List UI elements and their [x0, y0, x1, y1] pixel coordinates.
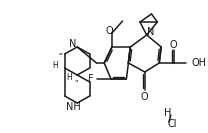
- Text: OH: OH: [191, 58, 206, 68]
- Text: H: H: [164, 108, 172, 118]
- Text: H: H: [67, 74, 72, 82]
- Text: H: H: [52, 61, 58, 70]
- Text: O: O: [141, 92, 149, 102]
- Text: ,,: ,,: [75, 74, 80, 84]
- Text: NH: NH: [66, 102, 81, 112]
- Text: O: O: [170, 40, 178, 50]
- Text: N: N: [147, 27, 154, 37]
- Text: Cl: Cl: [167, 119, 177, 129]
- Text: O: O: [105, 26, 113, 36]
- Text: N: N: [69, 39, 76, 49]
- Text: F: F: [88, 74, 94, 84]
